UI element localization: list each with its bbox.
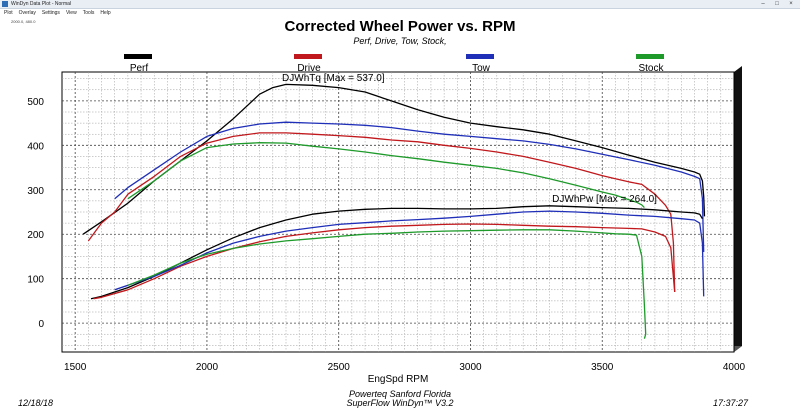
- menu-plot[interactable]: Plot: [4, 10, 13, 16]
- legend-swatch-drive: [294, 54, 322, 59]
- series-line-tow-power: [114, 210, 705, 297]
- y-tick-label: 0: [38, 319, 44, 330]
- legend-label-perf: Perf: [130, 63, 149, 74]
- footer-software: SuperFlow WinDyn™ V3.2: [346, 398, 454, 408]
- menu-help[interactable]: Help: [100, 10, 111, 16]
- y-tick-label: 400: [27, 141, 44, 152]
- series-line-tow-torque: [114, 121, 705, 253]
- window-title: WinDyn Data Plot - Normal: [11, 1, 72, 7]
- menu-bar: Plot Overlay Settings View Tools Help: [0, 9, 800, 18]
- window-controls: – □ ×: [756, 0, 798, 8]
- menu-view[interactable]: View: [65, 10, 77, 16]
- y-tick-label: 100: [27, 275, 44, 286]
- legend-swatch-stock: [636, 54, 664, 59]
- series-line-stock-torque: [127, 142, 645, 209]
- plot-shadow-right: [734, 66, 742, 352]
- maximize-button[interactable]: □: [775, 1, 779, 7]
- footer-date: 12/18/18: [18, 398, 54, 408]
- menu-overlay[interactable]: Overlay: [18, 10, 36, 16]
- y-tick-label: 200: [27, 230, 44, 241]
- legend-label-drive: Drive: [297, 63, 321, 74]
- y-tick-label: 500: [27, 97, 44, 108]
- series-line-perf-torque: [82, 83, 706, 235]
- annotation-label: DJWhPw [Max = 264.0]: [552, 194, 657, 205]
- series-line-drive-power: [93, 223, 676, 300]
- legend-label-tow: Tow: [472, 63, 491, 74]
- series-line-drive-torque: [87, 132, 676, 293]
- footer-company: Powerteq Sanford Florida: [348, 389, 452, 399]
- legend-swatch-perf: [124, 54, 152, 59]
- chart-title: Corrected Wheel Power vs. RPM: [284, 18, 516, 35]
- series-line-perf-power: [90, 205, 703, 300]
- app-icon: [2, 1, 8, 7]
- minimize-button[interactable]: –: [761, 1, 765, 7]
- x-tick-label: 3500: [591, 362, 614, 373]
- x-tick-label: 4000: [723, 362, 746, 373]
- annotation-label: DJWhTq [Max = 537.0]: [282, 73, 385, 84]
- x-tick-label: 1500: [64, 362, 87, 373]
- series-line-stock-power: [127, 229, 647, 339]
- footer-time: 17:37:27: [712, 398, 748, 408]
- window-titlebar: WinDyn Data Plot - Normal – □ ×: [0, 0, 800, 9]
- legend-swatch-tow: [466, 54, 494, 59]
- legend-label-stock: Stock: [638, 63, 664, 74]
- x-tick-label: 2000: [196, 362, 219, 373]
- menu-settings[interactable]: Settings: [41, 10, 60, 16]
- chart-subtitle: Perf, Drive, Tow, Stock,: [353, 36, 447, 46]
- y-tick-label: 300: [27, 186, 44, 197]
- close-button[interactable]: ×: [789, 1, 793, 7]
- cursor-coordinates: 2000.0, 480.0: [11, 19, 36, 24]
- x-tick-label: 2500: [328, 362, 351, 373]
- x-tick-label: 3000: [459, 362, 482, 373]
- x-axis-label: EngSpd RPM: [368, 374, 429, 385]
- menu-tools[interactable]: Tools: [82, 10, 95, 16]
